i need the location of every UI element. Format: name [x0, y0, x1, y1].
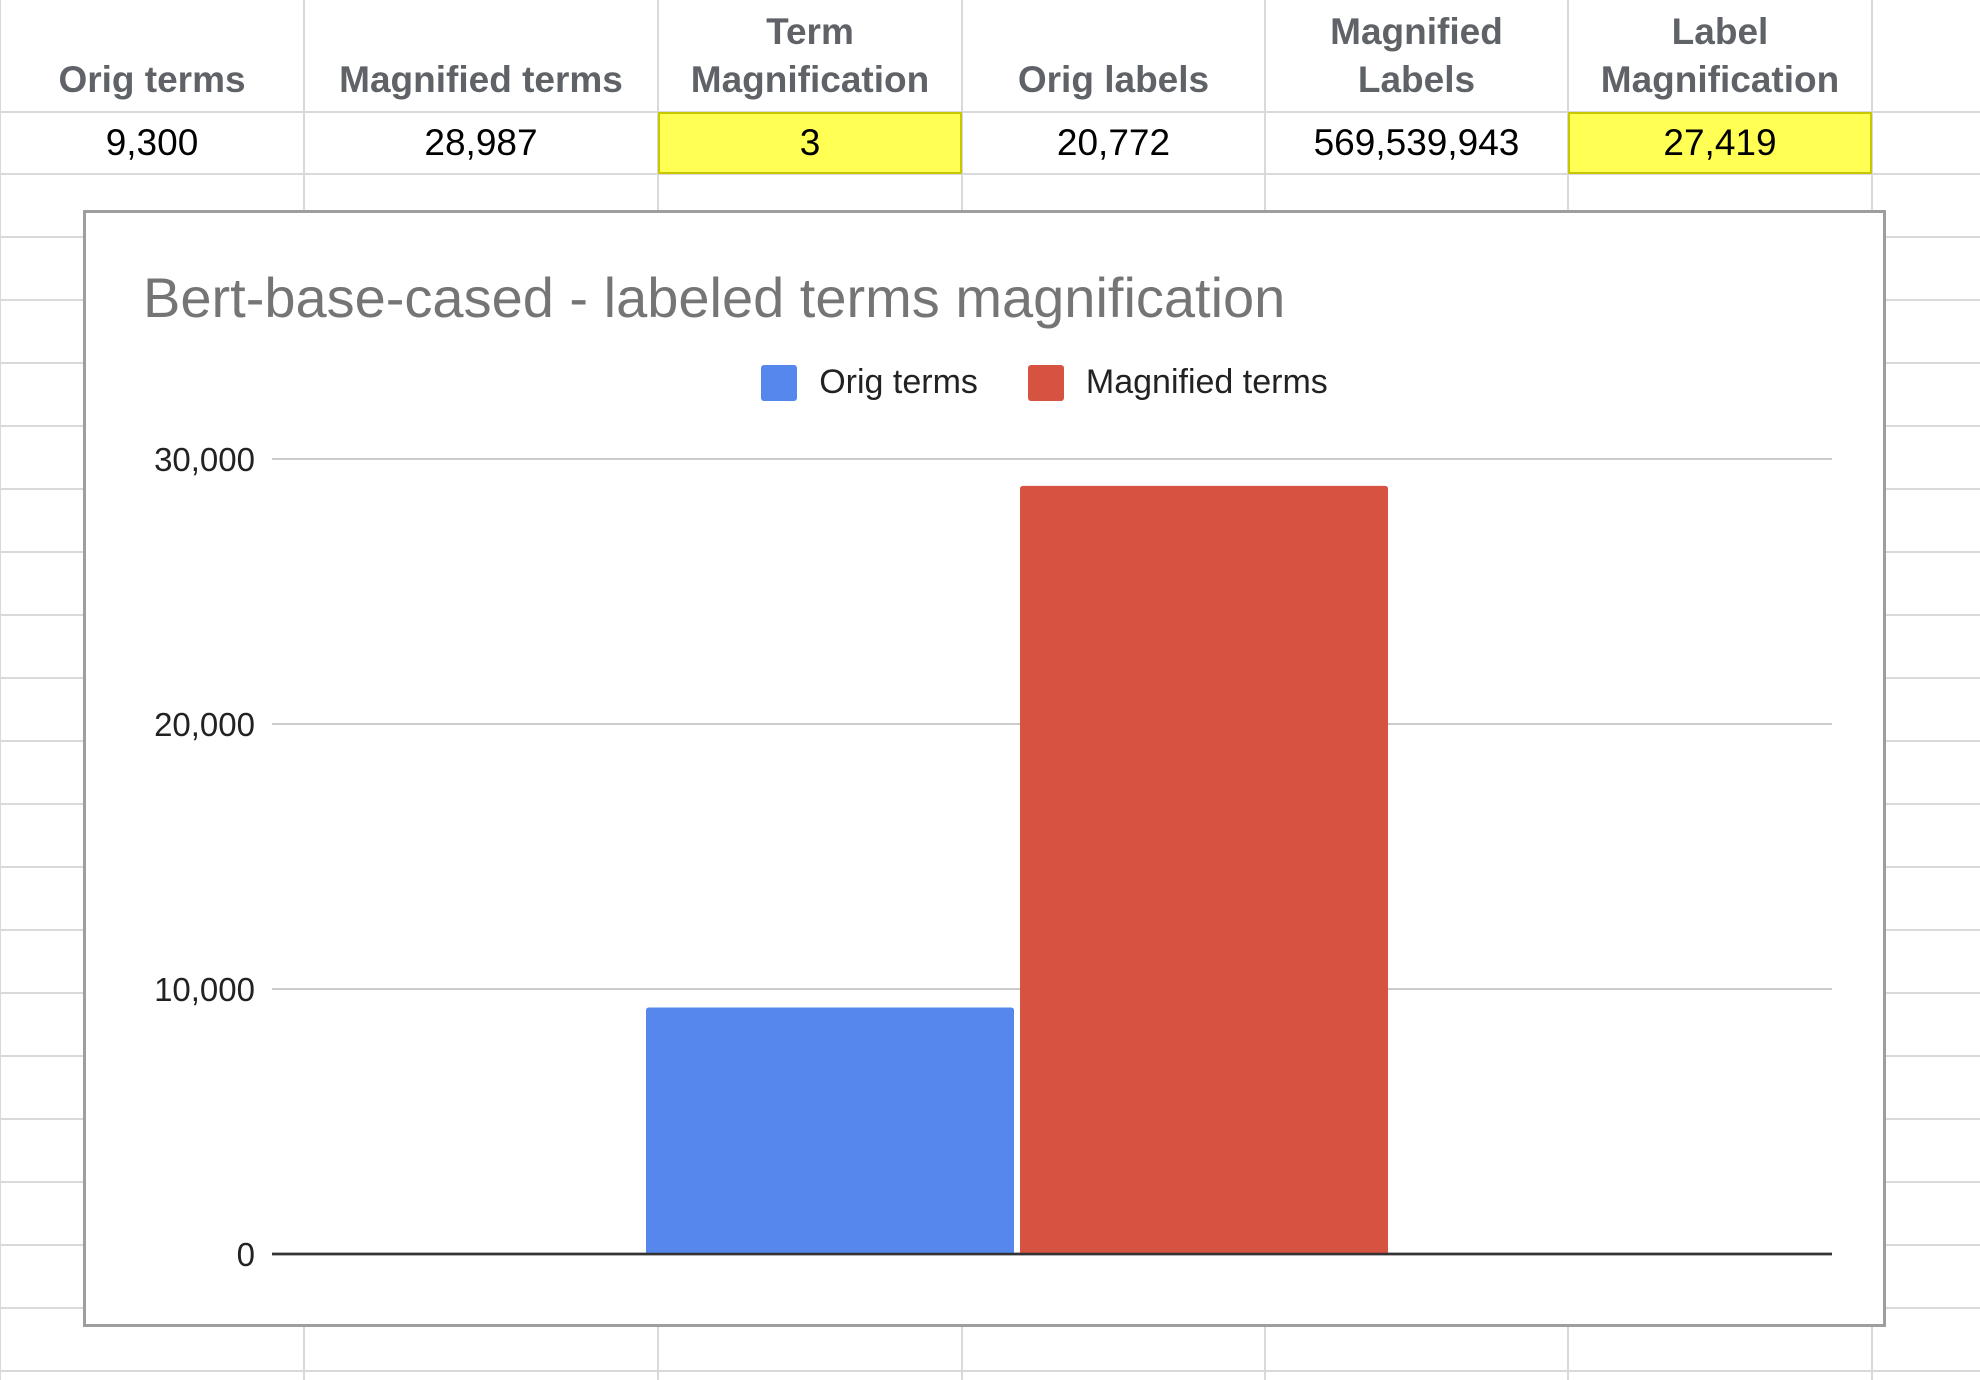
header-term-magnification[interactable]: Term Magnification [690, 11, 930, 100]
cell-magnified-terms[interactable]: 28,987 [424, 122, 538, 163]
header-orig-labels[interactable]: Orig labels [1017, 59, 1210, 100]
header-magnified-labels[interactable]: Magnified Labels [1330, 11, 1503, 100]
header-magnified-terms[interactable]: Magnified terms [339, 59, 623, 100]
cell-orig-terms[interactable]: 9,300 [105, 122, 199, 163]
header-label-magnification[interactable]: Label Magnification [1600, 11, 1840, 100]
cell-label-magnification[interactable]: 27,419 [1568, 112, 1872, 174]
bar-magnified-terms[interactable] [1020, 485, 1388, 1255]
y-tick-label: 0 [237, 1236, 255, 1273]
chart-title: Bert-base-cased - labeled terms magnific… [143, 266, 1286, 329]
y-tick-label: 10,000 [154, 971, 255, 1008]
y-tick-label: 30,000 [154, 441, 255, 478]
legend-label-orig-terms: Orig terms [819, 363, 978, 401]
chart-legend: Orig terms Magnified terms [86, 363, 1883, 402]
legend-item-magnified-terms[interactable]: Magnified terms [1027, 363, 1328, 402]
chart-panel[interactable]: Bert-base-cased - labeled terms magnific… [83, 210, 1886, 1327]
table-header-row: Orig terms Magnified terms Term Magnific… [0, 0, 1980, 112]
bar-orig-terms[interactable] [646, 1007, 1014, 1254]
legend-swatch-orig-terms [761, 364, 798, 401]
chart-plot: 0 10,000 20,000 30,000 [154, 441, 1832, 1273]
cell-orig-labels[interactable]: 20,772 [1056, 122, 1171, 163]
legend-swatch-magnified-terms [1027, 364, 1064, 401]
cell-magnified-labels[interactable]: 569,539,943 [1313, 122, 1520, 163]
header-orig-terms[interactable]: Orig terms [58, 59, 246, 100]
legend-label-magnified-terms: Magnified terms [1085, 363, 1328, 401]
legend-item-orig-terms[interactable]: Orig terms [761, 363, 978, 402]
y-tick-label: 20,000 [154, 706, 255, 743]
cell-term-magnification[interactable]: 3 [658, 112, 962, 174]
